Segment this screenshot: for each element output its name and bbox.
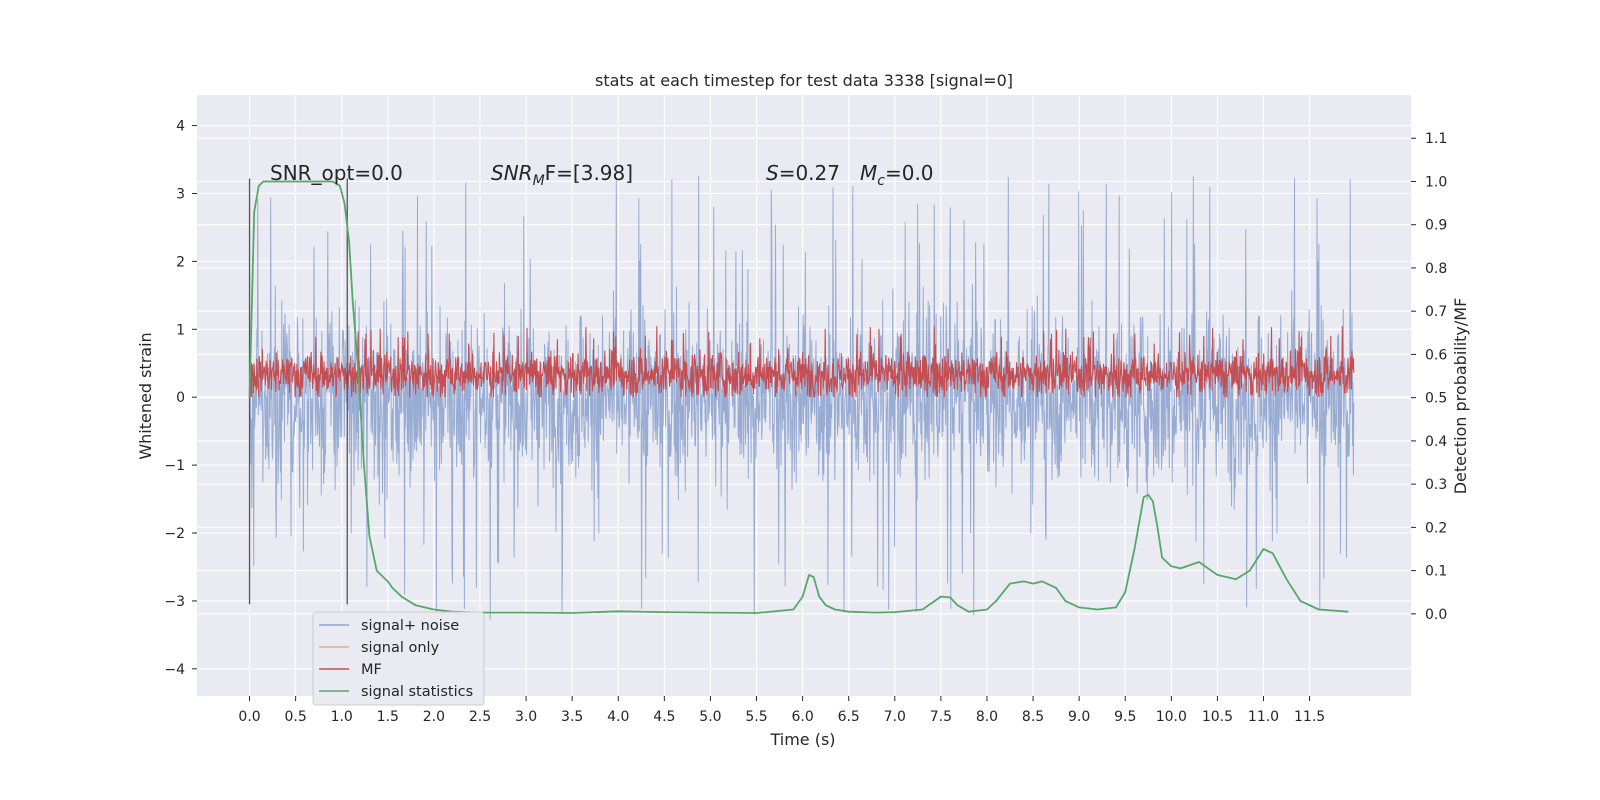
y-right-tick-label: 0.9 — [1425, 218, 1447, 234]
y-tick-label: 2 — [176, 254, 185, 270]
y-right-tick-label: 0.1 — [1425, 564, 1447, 580]
series-layer — [248, 175, 1355, 620]
legend-label-mf: MF — [361, 662, 382, 678]
x-tick-label: 2.5 — [469, 709, 491, 725]
x-tick-label: 1.0 — [331, 709, 353, 725]
y-axis-label: Whitened strain — [136, 332, 155, 459]
legend-box — [312, 611, 485, 706]
y-tick-label: −4 — [164, 662, 185, 678]
legend-label-signal-noise: signal+ noise — [361, 618, 459, 634]
x-tick-label: 3.5 — [561, 709, 583, 725]
x-tick-label: 0.0 — [238, 709, 260, 725]
s-val: =0.27 — [779, 161, 840, 185]
y-tick-label: −1 — [164, 458, 185, 474]
annotation-snr-mf: SNRMF=[3.98] — [491, 161, 633, 189]
legend-label-signal-statistics: signal statistics — [361, 684, 473, 700]
x-tick-label: 5.0 — [699, 709, 721, 725]
y-axis-label-right: Detection probability/MF — [1451, 298, 1470, 495]
x-tick-label: 0.5 — [284, 709, 306, 725]
x-tick-label: 4.0 — [607, 709, 629, 725]
snr-mf-val: F=[3.98] — [545, 161, 633, 185]
mc-sub: c — [877, 173, 885, 189]
x-tick-label: 9.5 — [1114, 709, 1136, 725]
x-tick-label: 10.0 — [1156, 709, 1187, 725]
x-tick-label: 10.5 — [1202, 709, 1233, 725]
y-tick-label: −3 — [164, 594, 185, 610]
x-tick-label: 8.5 — [1022, 709, 1044, 725]
y-tick-label: 4 — [176, 119, 185, 135]
x-tick-label: 3.0 — [515, 709, 537, 725]
y-tick-label: 1 — [176, 322, 185, 338]
mc-var: M — [860, 161, 877, 185]
s-var: S — [766, 161, 779, 185]
y-right-tick-label: 0.2 — [1425, 520, 1447, 536]
y-tick-label: 0 — [176, 390, 185, 406]
mc-val: =0.0 — [885, 161, 934, 185]
x-tick-label: 6.0 — [791, 709, 813, 725]
y-tick-label: −2 — [164, 526, 185, 542]
y-right-tick-label: 0.3 — [1425, 477, 1447, 493]
series-signal-statistics — [248, 180, 1349, 614]
y-right-tick-label: 0.5 — [1425, 391, 1447, 407]
x-tick-label: 2.0 — [423, 709, 445, 725]
x-axis-label: Time (s) — [769, 730, 835, 749]
legend-label-signal-only: signal only — [361, 640, 440, 656]
x-tick-label: 1.5 — [377, 709, 399, 725]
y-right-tick-label: 0.0 — [1425, 607, 1447, 623]
x-tick-label: 7.5 — [930, 709, 952, 725]
x-tick-label: 11.5 — [1294, 709, 1325, 725]
annotation-snr-opt: SNR_opt=0.0 — [270, 161, 403, 185]
y-right-tick-label: 0.7 — [1425, 304, 1447, 320]
x-tick-label: 4.5 — [653, 709, 675, 725]
snr-mf-sub: M — [533, 173, 545, 189]
y-right-tick-label: 1.1 — [1425, 131, 1447, 147]
annotation-s-mc: S=0.27 Mc=0.0 — [766, 161, 934, 189]
chart-title: stats at each timestep for test data 333… — [595, 71, 1013, 90]
axes: 0.0 0.5 1.0 1.5 2.0 2.5 3.0 3.5 4.0 4.5 5.0 5.5 6.0 6… — [164, 119, 1447, 725]
x-tick-label: 8.0 — [976, 709, 998, 725]
snr-mf-var: SNR — [491, 161, 533, 185]
x-tick-label: 5.5 — [745, 709, 767, 725]
y-right-tick-label: 0.4 — [1425, 434, 1447, 450]
x-tick-label: 6.5 — [838, 709, 860, 725]
y-tick-label: 3 — [176, 186, 185, 202]
legend: signal+ noise signal only MF signal stat… — [312, 611, 485, 706]
x-tick-label: 7.0 — [884, 709, 906, 725]
x-tick-label: 11.0 — [1248, 709, 1279, 725]
x-tick-label: 9.0 — [1068, 709, 1090, 725]
series-mf — [248, 326, 1355, 398]
y-right-tick-label: 1.0 — [1425, 174, 1447, 190]
y-right-tick-label: 0.6 — [1425, 347, 1447, 363]
y-right-tick-label: 0.8 — [1425, 261, 1447, 277]
